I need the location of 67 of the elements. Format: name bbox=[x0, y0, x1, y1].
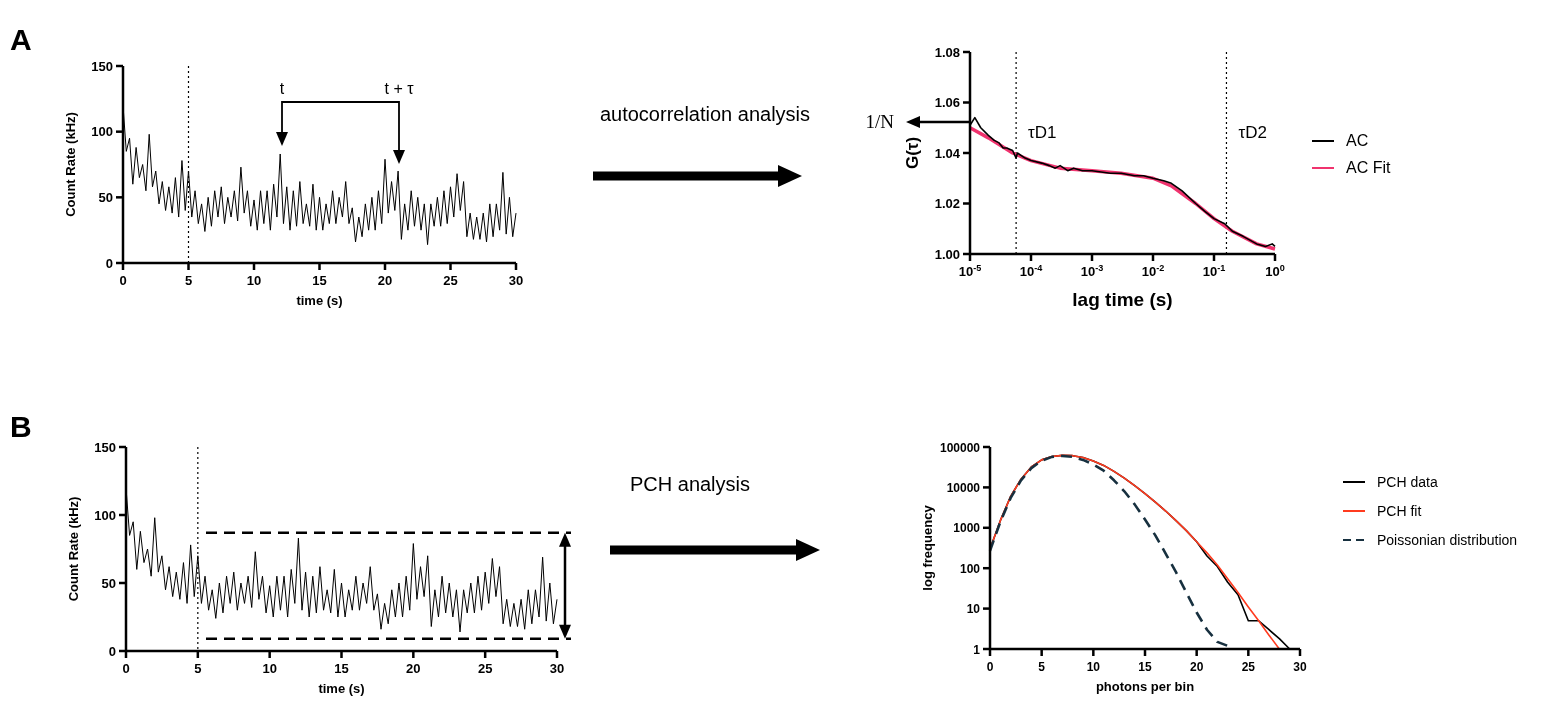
x-tick-label: 25 bbox=[1241, 660, 1256, 674]
x-tick-label: 0 bbox=[122, 661, 130, 676]
x-tick-label: 15 bbox=[334, 661, 349, 676]
x-tick-label: 0 bbox=[119, 273, 127, 288]
x-tick-label: 0 bbox=[986, 660, 994, 674]
x-axis-title: lag time (s) bbox=[1072, 289, 1173, 310]
x-tick-label: 5 bbox=[184, 273, 193, 288]
y-tick-label: 10000 bbox=[946, 480, 981, 495]
y-tick-label: 1.00 bbox=[934, 246, 960, 262]
y-tick-label: 10 bbox=[966, 602, 981, 617]
x-tick-label: 30 bbox=[549, 661, 565, 676]
y-tick-label: 1000 bbox=[953, 521, 981, 536]
x-axis-title: time (s) bbox=[318, 681, 365, 696]
x-tick-label: 5 bbox=[1038, 660, 1046, 674]
x-tick-label: 20 bbox=[377, 273, 393, 288]
annotation: t + τ bbox=[384, 80, 415, 97]
x-tick-label: 10$^{-1}$ bbox=[1202, 263, 1226, 279]
y-tick-label: 0 bbox=[108, 643, 116, 659]
y-tick-label: 150 bbox=[94, 439, 116, 455]
text: autocorrelation analysis bbox=[599, 103, 811, 125]
text: B bbox=[10, 410, 32, 443]
x-tick-label: 25 bbox=[477, 661, 493, 676]
x-tick-label: 10 bbox=[262, 661, 277, 676]
y-tick-label: 100 bbox=[91, 124, 113, 140]
legend-label: PCH fit bbox=[1377, 503, 1422, 519]
y-tick-label: 50 bbox=[98, 189, 113, 205]
x-tick-label: 25 bbox=[443, 273, 458, 288]
x-tick-label: 20 bbox=[1189, 660, 1204, 674]
y-tick-label: 150 bbox=[91, 58, 113, 74]
x-tick-label: 10$^{-5}$ bbox=[958, 263, 982, 279]
text: 1/N bbox=[865, 111, 895, 132]
text: PCH analysis bbox=[629, 473, 751, 495]
x-tick-label: 10$^{-2}$ bbox=[1141, 263, 1165, 279]
ref-line-label: τD2 bbox=[1238, 123, 1267, 142]
y-tick-label: 1.02 bbox=[934, 196, 960, 211]
y-axis-title: Count Rate (kHz) bbox=[63, 112, 78, 217]
x-tick-label: 5 bbox=[194, 661, 202, 676]
legend-label: AC Fit bbox=[1346, 159, 1391, 176]
x-tick-label: 15 bbox=[312, 273, 327, 288]
x-tick-label: 15 bbox=[1138, 660, 1152, 674]
legend-label: Poissonian distribution bbox=[1377, 532, 1518, 548]
x-tick-label: 30 bbox=[1293, 660, 1307, 674]
ref-line-label: τD1 bbox=[1028, 123, 1057, 142]
x-tick-label: 10$^{-3}$ bbox=[1080, 263, 1104, 279]
x-tick-label: 10 bbox=[246, 273, 262, 288]
y-tick-label: 50 bbox=[101, 575, 116, 591]
x-axis-title: photons per bin bbox=[1095, 679, 1195, 694]
x-tick-label: 10$^{-4}$ bbox=[1019, 263, 1044, 279]
legend-label: AC bbox=[1346, 132, 1369, 149]
y-tick-label: 1.08 bbox=[934, 44, 960, 60]
text: A bbox=[10, 23, 32, 56]
y-tick-label: 100 bbox=[94, 507, 116, 523]
x-tick-label: 30 bbox=[508, 273, 524, 288]
y-tick-label: 1.04 bbox=[934, 145, 961, 161]
y-tick-label: 100 bbox=[959, 561, 981, 576]
x-tick-label: 20 bbox=[406, 661, 421, 676]
annotation: t bbox=[279, 80, 285, 97]
y-axis-title: G(τ) bbox=[903, 136, 922, 170]
y-tick-label: 1 bbox=[973, 642, 981, 657]
x-axis-title: time (s) bbox=[296, 293, 343, 308]
y-axis-title: log frequency bbox=[920, 504, 935, 591]
y-axis-title: Count Rate (kHz) bbox=[66, 496, 81, 602]
x-tick-label: 10 bbox=[1086, 660, 1101, 674]
legend-label: PCH data bbox=[1377, 474, 1438, 490]
x-tick-label: 10$^{0}$ bbox=[1265, 263, 1285, 279]
y-tick-label: 100000 bbox=[939, 440, 981, 455]
y-tick-label: 1.06 bbox=[934, 95, 960, 110]
